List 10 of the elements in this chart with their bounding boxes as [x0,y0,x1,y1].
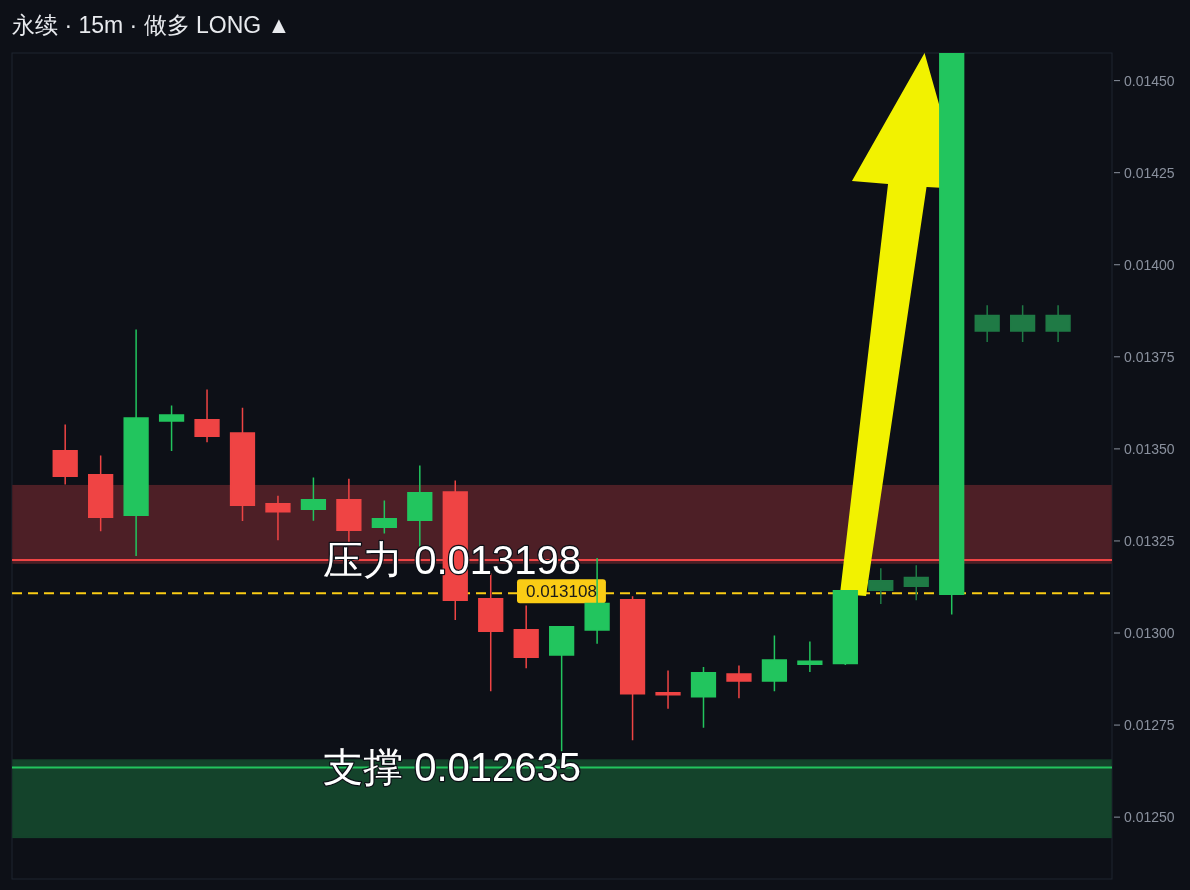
chart-title: 永续 · 15m · 做多 LONG ▲ [12,12,291,38]
y-tick-label: 0.01275 [1124,717,1175,734]
y-tick-label: 0.01425 [1124,164,1175,181]
y-tick-label: 0.01300 [1124,625,1175,641]
y-tick-label: 0.01375 [1124,348,1175,365]
y-tick-label: 0.01450 [1124,72,1175,89]
y-tick-label: 0.01250 [1124,809,1175,826]
y-tick-label: 0.01325 [1124,532,1175,549]
y-tick-label: 0.01400 [1124,256,1175,273]
y-tick-label: 0.01350 [1124,440,1175,457]
